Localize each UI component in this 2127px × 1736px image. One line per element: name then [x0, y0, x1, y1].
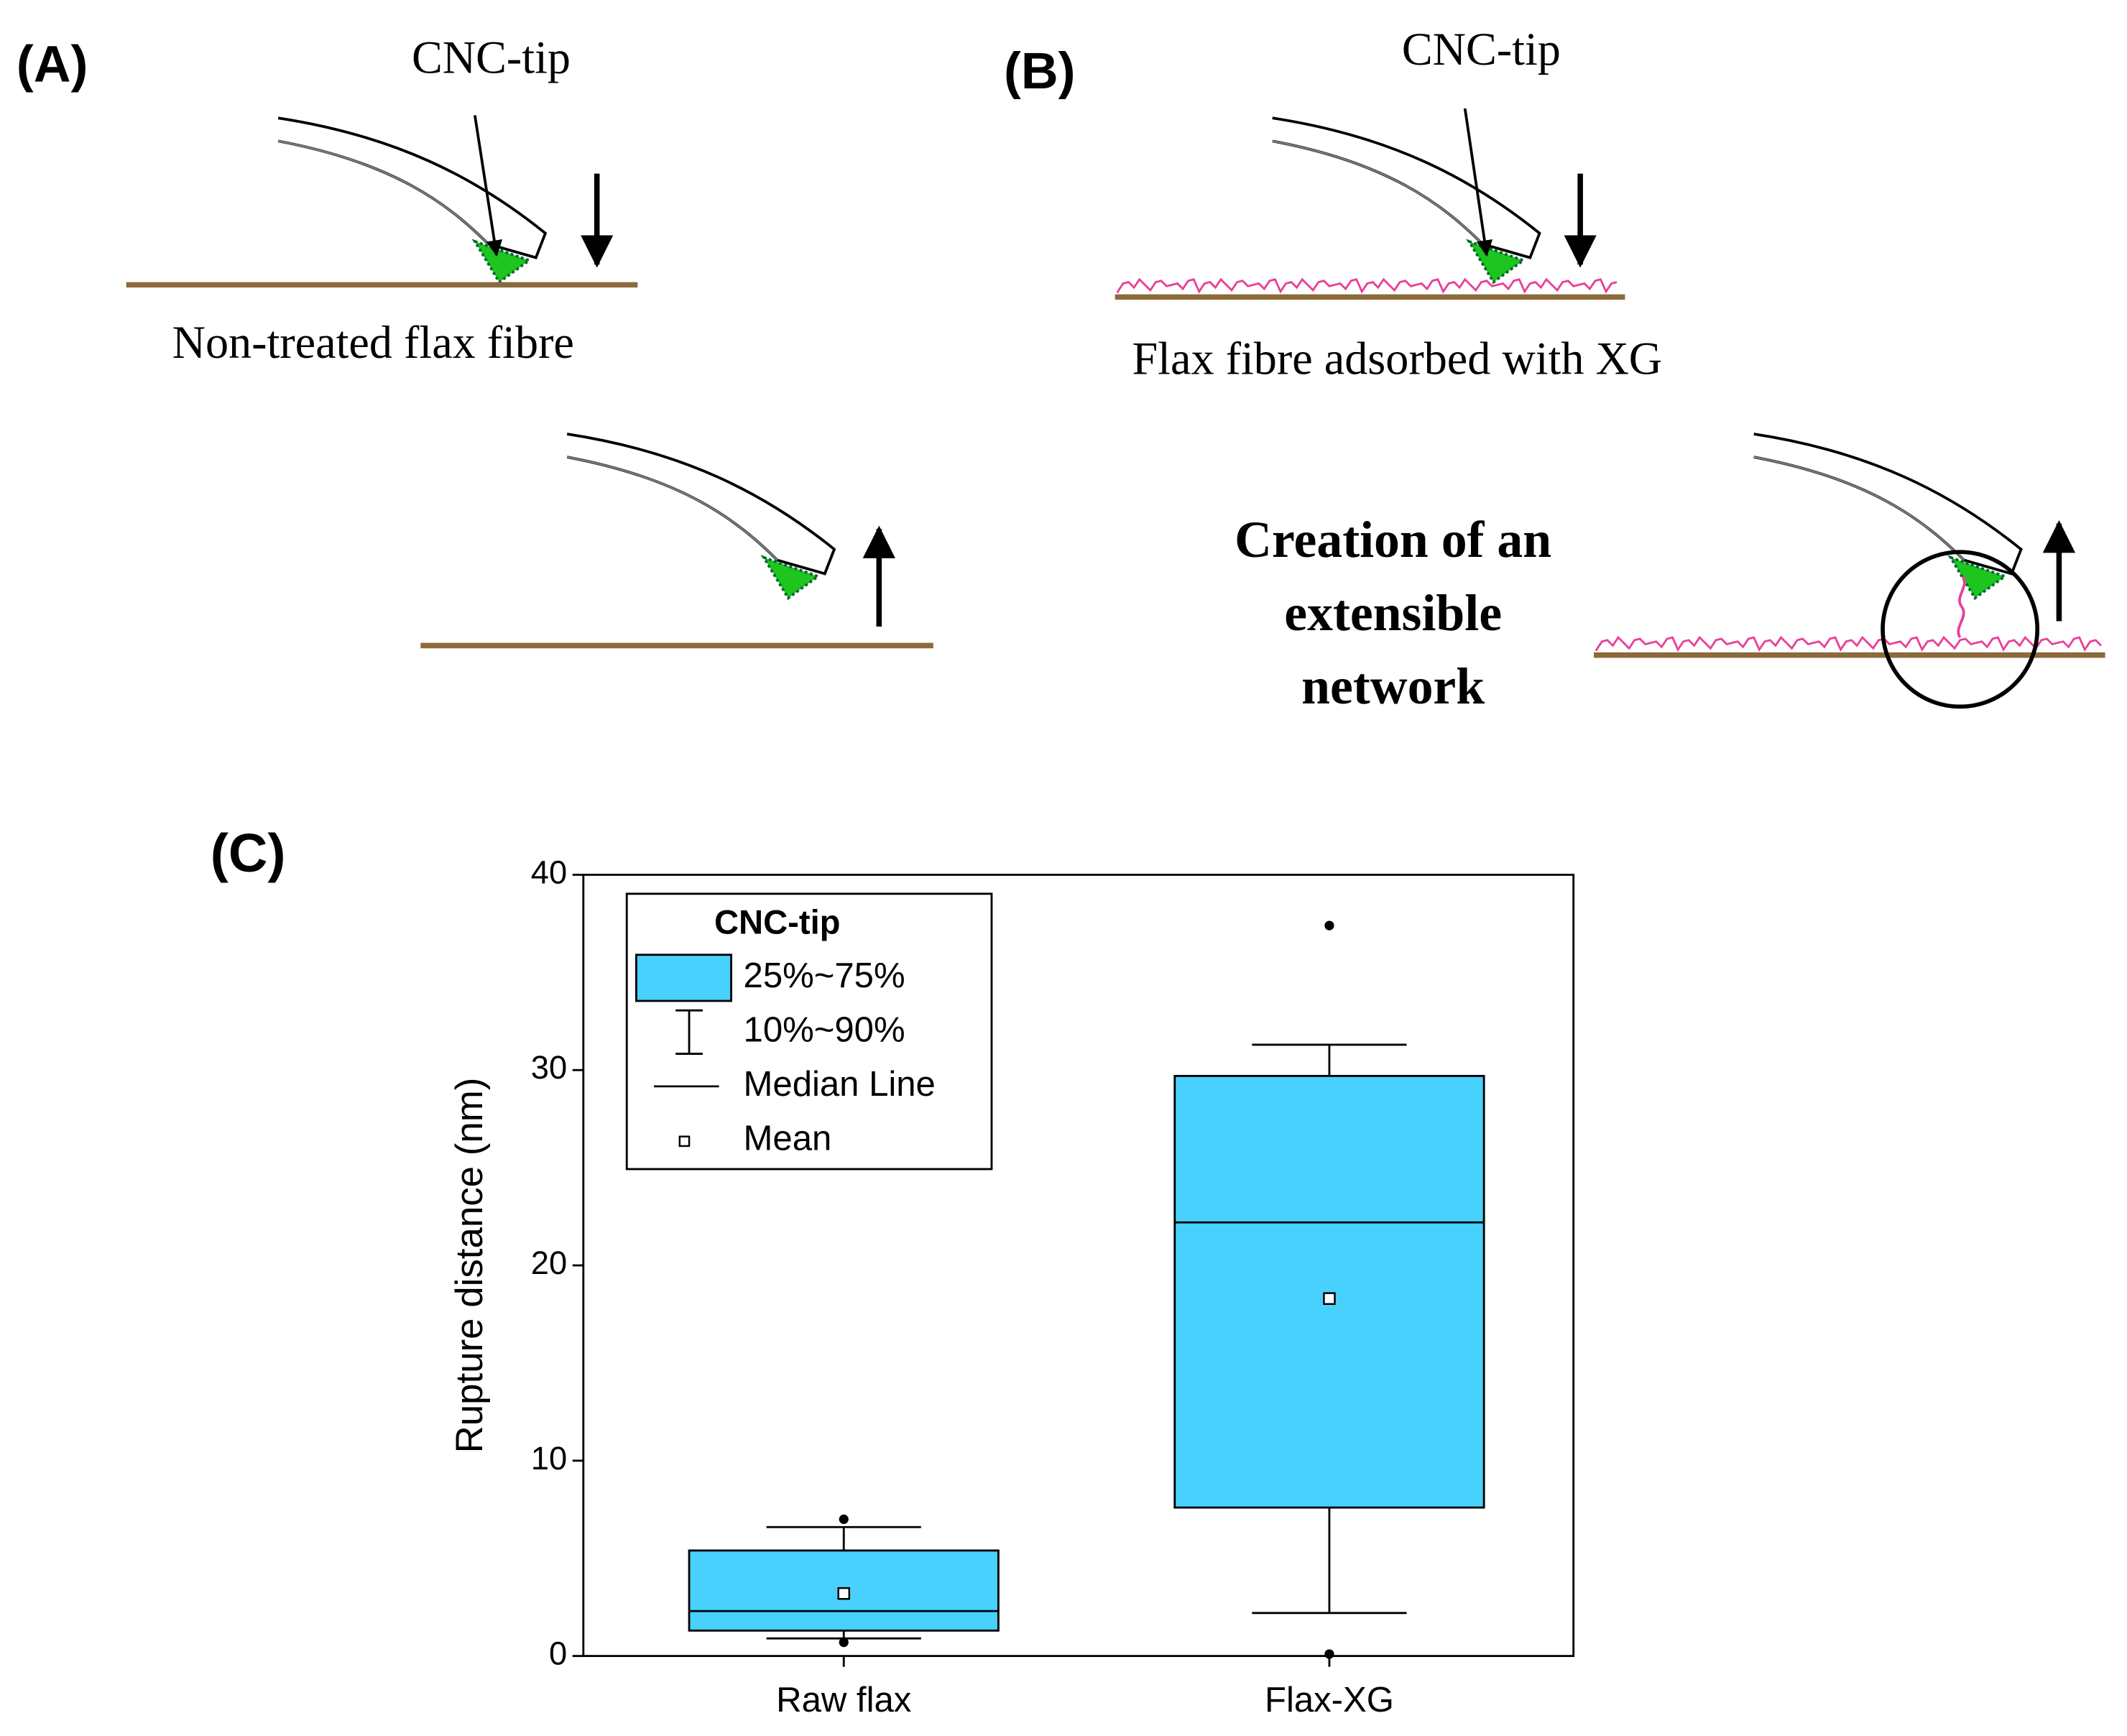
outlier [1324, 920, 1334, 931]
caption: extensible [1284, 584, 1502, 642]
tip-label: CNC-tip [1402, 24, 1561, 75]
panel-label: (A) [17, 35, 88, 93]
panel-label: (C) [211, 823, 286, 883]
legend-swatch [635, 954, 732, 1002]
xg-layer [1117, 277, 1618, 294]
legend: CNC-tip 25%~75% 10%~90% Median Line Mean [625, 892, 993, 1171]
caption: network [1301, 657, 1485, 715]
box-chart: 0 10 20 30 40 Rupture distance (nm) Raw flax Fl… [448, 854, 1575, 1719]
mean [837, 1587, 851, 1600]
panel-label: (B) [1004, 42, 1076, 100]
cantilever [566, 433, 836, 600]
xg-strand [1957, 576, 1966, 639]
y-tick-label: 20 [531, 1245, 567, 1281]
cantilever [277, 116, 547, 284]
legend-frame [625, 892, 993, 1171]
cantilever [1270, 116, 1541, 284]
legend-label: Median Line [744, 1065, 936, 1104]
x-tick-label: Flax-XG [1265, 1681, 1394, 1719]
cantilever [1752, 433, 2023, 600]
xg-layer [1595, 635, 2102, 652]
legend-label: Mean [744, 1119, 832, 1158]
y-tick-label: 30 [531, 1049, 567, 1086]
caption: Non-treated flax fibre [172, 317, 574, 368]
legend-title: CNC-tip [714, 903, 841, 941]
y-axis-label: Rupture distance (nm) [448, 1078, 491, 1454]
outlier [1324, 1649, 1334, 1659]
pointer [1463, 108, 1493, 257]
pointer [473, 115, 503, 257]
legend-label: 25%~75% [744, 956, 905, 995]
caption: Creation of an [1235, 511, 1551, 568]
legend-label: 10%~90% [744, 1010, 905, 1049]
legend-swatch [678, 1135, 691, 1148]
mean [1323, 1292, 1336, 1306]
outlier [839, 1514, 849, 1524]
caption: Flax fibre adsorbed with XG [1132, 333, 1663, 384]
outlier [839, 1638, 849, 1648]
y-tick-label: 10 [531, 1440, 567, 1477]
x-tick-label: Raw flax [776, 1681, 911, 1719]
highlight-circle [1881, 550, 2040, 709]
box [1173, 1074, 1485, 1509]
y-tick-label: 40 [531, 854, 567, 890]
tip-label: CNC-tip [412, 32, 571, 83]
diagram: (A) (B) (C) CNC-tip CNC-tip Non-treated … [17, 24, 2105, 883]
y-tick-label: 0 [549, 1635, 567, 1672]
